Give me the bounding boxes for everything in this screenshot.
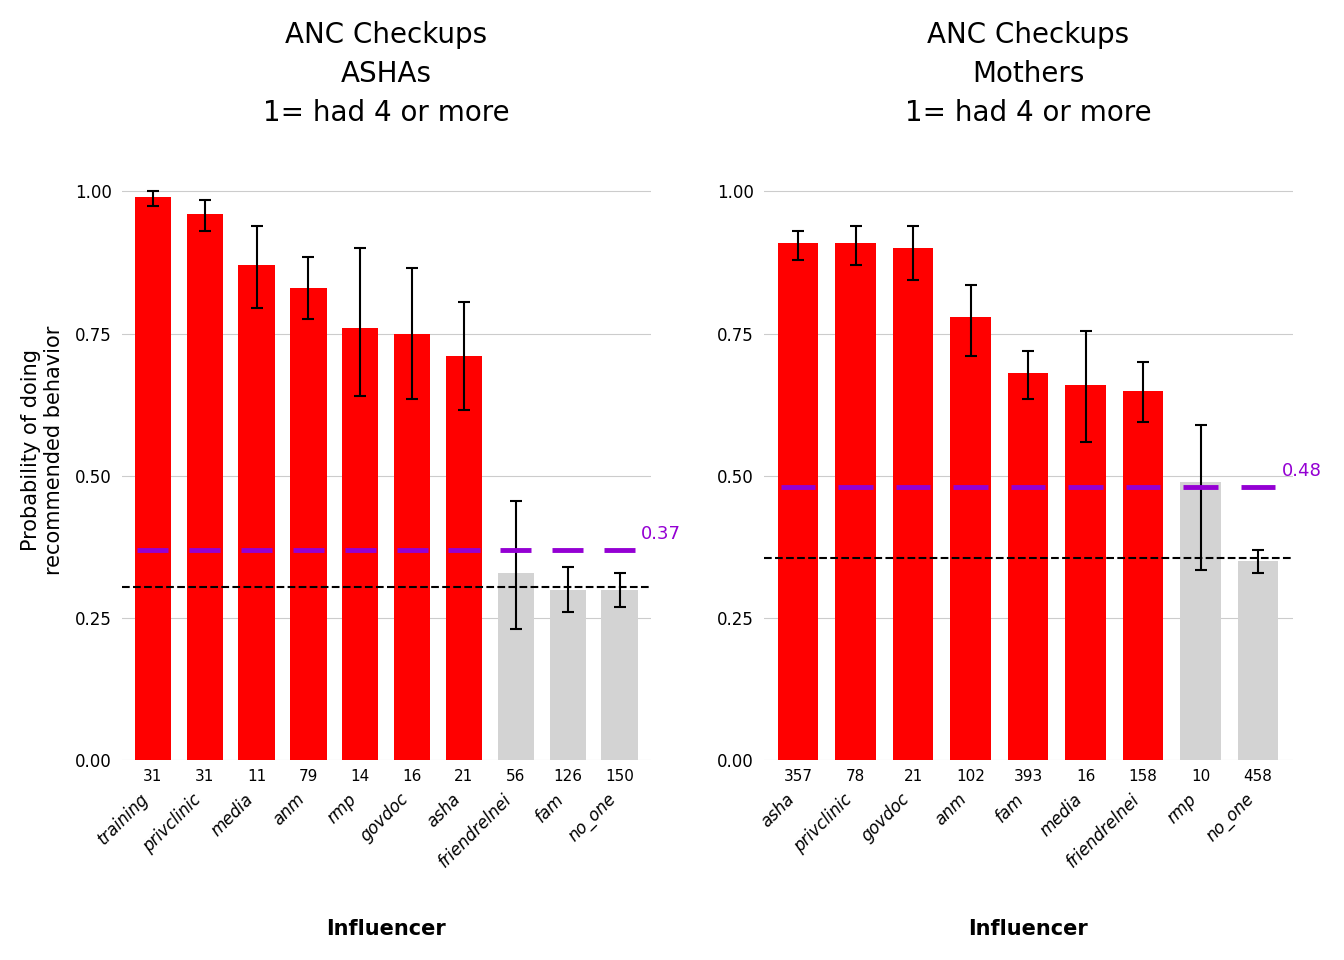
Bar xyxy=(187,214,223,760)
Bar xyxy=(601,589,637,760)
X-axis label: Influencer: Influencer xyxy=(968,919,1087,939)
Bar xyxy=(134,197,171,760)
Text: 14: 14 xyxy=(351,769,370,783)
Bar xyxy=(950,317,991,760)
Text: 16: 16 xyxy=(402,769,422,783)
Bar xyxy=(290,288,327,760)
Text: 21: 21 xyxy=(454,769,473,783)
Text: 31: 31 xyxy=(195,769,215,783)
Bar xyxy=(892,249,933,760)
Text: 16: 16 xyxy=(1077,769,1095,783)
Text: 158: 158 xyxy=(1129,769,1157,783)
Bar xyxy=(446,356,482,760)
X-axis label: Influencer: Influencer xyxy=(327,919,446,939)
Bar xyxy=(238,265,274,760)
Bar xyxy=(1008,373,1048,760)
Text: 458: 458 xyxy=(1243,769,1273,783)
Bar xyxy=(778,243,818,760)
Text: 31: 31 xyxy=(144,769,163,783)
Text: 393: 393 xyxy=(1013,769,1043,783)
Bar xyxy=(1066,385,1106,760)
Text: 0.48: 0.48 xyxy=(1282,463,1322,480)
Text: 56: 56 xyxy=(507,769,526,783)
Text: 21: 21 xyxy=(903,769,923,783)
Y-axis label: Probability of doing
recommended behavior: Probability of doing recommended behavio… xyxy=(22,325,65,575)
Title: ANC Checkups
ASHAs
1= had 4 or more: ANC Checkups ASHAs 1= had 4 or more xyxy=(263,21,509,127)
Text: 126: 126 xyxy=(554,769,582,783)
Bar xyxy=(836,243,876,760)
Bar xyxy=(1238,562,1278,760)
Bar xyxy=(1124,391,1163,760)
Bar xyxy=(497,572,534,760)
Text: 11: 11 xyxy=(247,769,266,783)
Text: 10: 10 xyxy=(1191,769,1210,783)
Bar xyxy=(1180,482,1220,760)
Text: 78: 78 xyxy=(845,769,866,783)
Bar xyxy=(343,328,379,760)
Text: 0.37: 0.37 xyxy=(641,525,681,543)
Text: 102: 102 xyxy=(956,769,985,783)
Bar xyxy=(394,334,430,760)
Bar xyxy=(550,589,586,760)
Text: 79: 79 xyxy=(298,769,319,783)
Title: ANC Checkups
Mothers
1= had 4 or more: ANC Checkups Mothers 1= had 4 or more xyxy=(905,21,1152,127)
Text: 357: 357 xyxy=(784,769,813,783)
Text: 150: 150 xyxy=(605,769,634,783)
